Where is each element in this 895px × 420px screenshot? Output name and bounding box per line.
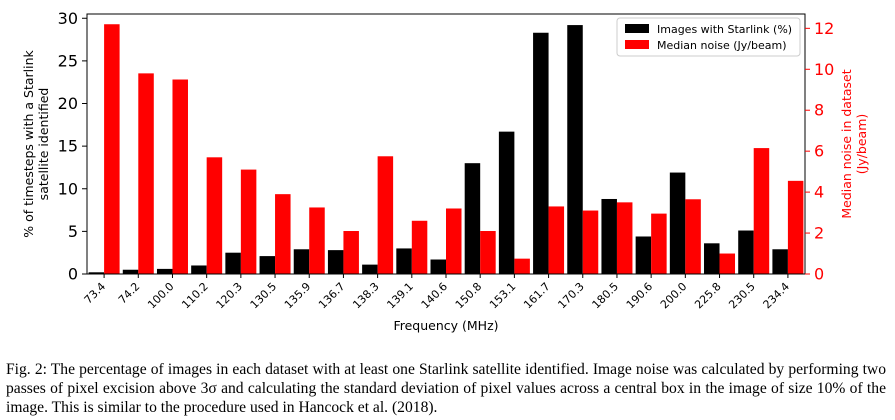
noise-bar-138.3	[377, 156, 394, 274]
starlink-bar-180.5	[601, 198, 617, 274]
noise-bar-135.9	[309, 207, 325, 274]
left-y-tick-label: 10	[58, 179, 78, 198]
right-y-tick-label: 12	[814, 19, 834, 38]
x-tick-label: 140.6	[419, 280, 450, 311]
x-tick-label: 74.2	[116, 280, 143, 307]
starlink-bar-100.0	[156, 268, 173, 274]
right-y-tick-label: 2	[814, 224, 824, 243]
x-tick-label: 150.8	[453, 280, 484, 311]
x-tick-label: 136.7	[316, 280, 347, 311]
noise-bar-225.8	[719, 253, 736, 274]
noise-bar-100.0	[172, 79, 188, 274]
x-tick-label: 100.0	[145, 280, 176, 311]
left-y-tick-label: 20	[58, 94, 78, 113]
noise-bar-180.5	[616, 202, 633, 274]
starlink-bar-139.1	[396, 248, 412, 274]
starlink-bar-225.8	[704, 243, 720, 274]
x-tick-label: 153.1	[487, 280, 518, 311]
starlink-bar-200.0	[669, 172, 686, 274]
figure-caption: Fig. 2: The percentage of images in each…	[6, 361, 886, 416]
starlink-bar-140.6	[430, 259, 446, 274]
noise-bar-139.1	[411, 220, 428, 274]
noise-bar-190.6	[651, 213, 667, 274]
x-tick-label: 225.8	[692, 280, 723, 311]
noise-bar-73.4	[104, 24, 120, 274]
starlink-bar-234.4	[772, 249, 788, 274]
starlink-bar-130.5	[259, 256, 276, 274]
starlink-bar-120.3	[225, 252, 241, 274]
x-tick-label: 120.3	[214, 280, 245, 311]
x-tick-label: 161.7	[521, 280, 552, 311]
right-y-tick-label: 4	[814, 183, 824, 202]
bars-layer	[88, 24, 804, 275]
x-tick-label: 190.6	[624, 280, 655, 311]
right-y-axis-title: Median noise in dataset	[839, 69, 854, 218]
starlink-bar-153.1	[498, 131, 515, 274]
legend-swatch	[625, 40, 649, 49]
noise-bar-140.6	[446, 208, 462, 274]
left-y-tick-label: 15	[58, 137, 78, 156]
legend-label: Images with Starlink (%)	[657, 23, 792, 36]
legend-swatch	[625, 24, 649, 33]
right-y-tick-label: 6	[814, 142, 824, 161]
x-tick-label: 234.4	[761, 280, 792, 311]
noise-bar-150.8	[480, 231, 496, 274]
left-y-tick-label: 30	[58, 9, 78, 28]
x-tick-label: 135.9	[282, 280, 313, 311]
starlink-bar-230.5	[738, 230, 754, 274]
x-tick-label: 200.0	[658, 280, 689, 311]
starlink-bar-135.9	[293, 249, 310, 274]
noise-bar-234.4	[787, 180, 804, 274]
x-tick-label: 110.2	[179, 280, 210, 311]
noise-bar-136.7	[343, 231, 359, 274]
noise-bar-161.7	[548, 206, 565, 274]
legend-label: Median noise (Jy/beam)	[657, 39, 787, 52]
left-y-tick-label: 0	[68, 265, 78, 284]
left-y-axis-title: % of timesteps with a Starlink	[21, 49, 36, 237]
starlink-bar-150.8	[464, 163, 481, 274]
legend: Images with Starlink (%) Median noise (Jy…	[616, 17, 801, 57]
x-axis-title: Frequency (MHz)	[393, 318, 498, 333]
x-tick-label: 138.3	[350, 280, 381, 311]
right-y-tick-label: 0	[814, 265, 824, 284]
x-tick-label: 130.5	[248, 280, 279, 311]
starlink-bar-73.4	[88, 272, 105, 274]
starlink-bar-161.7	[533, 32, 549, 274]
x-tick-label: 230.5	[726, 280, 757, 311]
noise-bar-110.2	[206, 157, 223, 274]
right-y-tick-label: 8	[814, 101, 824, 120]
left-y-axis-title: satellite identified	[36, 88, 51, 201]
x-tick-label: 170.3	[555, 280, 586, 311]
starlink-bar-190.6	[635, 236, 652, 274]
x-tick-label: 139.1	[384, 280, 415, 311]
starlink-bar-136.7	[327, 250, 344, 274]
noise-bar-230.5	[753, 148, 770, 274]
noise-bar-200.0	[685, 199, 701, 274]
starlink-bar-138.3	[362, 264, 378, 274]
left-y-tick-label: 25	[58, 51, 78, 70]
starlink-bar-74.2	[122, 269, 139, 274]
x-tick-label: 73.4	[82, 280, 109, 307]
x-tick-label: 180.5	[590, 280, 621, 311]
axes-layer	[82, 13, 810, 278]
noise-bar-153.1	[514, 258, 530, 274]
right-y-tick-label: 10	[814, 60, 834, 79]
noise-bar-130.5	[275, 194, 291, 274]
noise-bar-120.3	[240, 169, 257, 274]
starlink-bar-170.3	[567, 25, 583, 274]
legend-box	[616, 17, 801, 57]
noise-bar-74.2	[138, 73, 154, 275]
right-y-axis-title: (Jy/beam)	[854, 114, 869, 175]
left-y-tick-label: 5	[68, 222, 78, 241]
noise-bar-170.3	[582, 210, 599, 274]
starlink-bar-110.2	[191, 265, 207, 274]
